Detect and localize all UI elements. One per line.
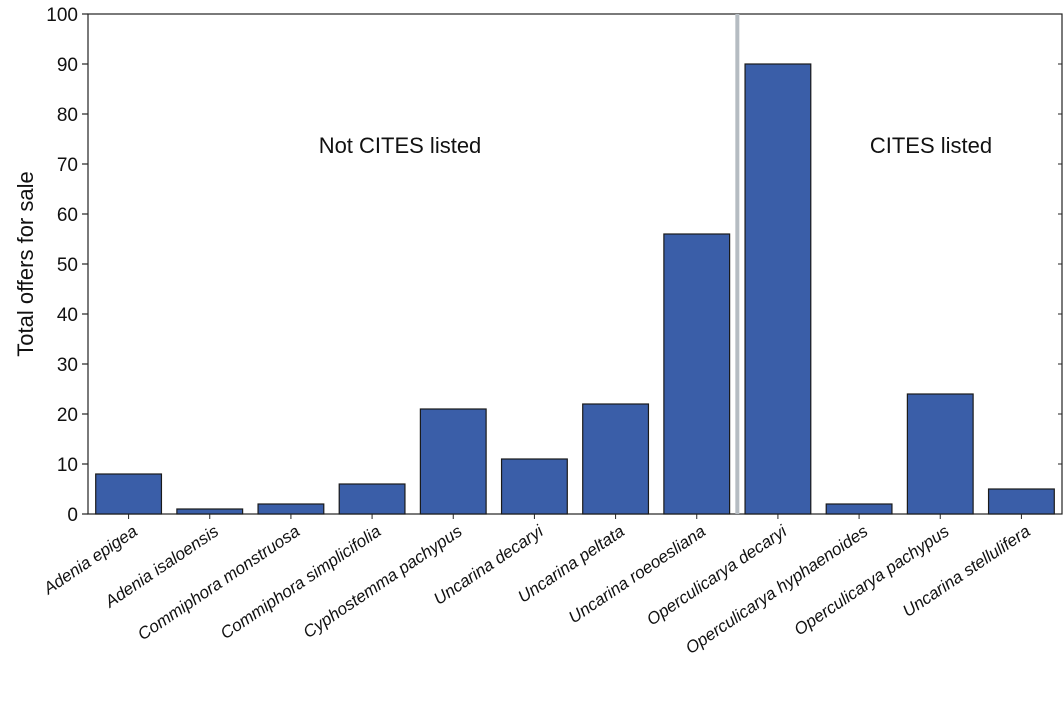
y-tick-label: 0 <box>67 505 78 526</box>
y-tick-label: 50 <box>57 255 78 276</box>
bar <box>500 458 568 515</box>
bar <box>419 408 487 515</box>
y-axis-title: Total offers for sale <box>13 171 38 356</box>
bar <box>95 473 163 515</box>
y-tick-label: 70 <box>57 155 78 176</box>
bar <box>906 393 974 515</box>
bar <box>825 503 893 515</box>
y-tick-label: 80 <box>57 105 78 126</box>
y-tick-label: 100 <box>46 5 78 26</box>
x-category-label: Cyphostemma pachypus <box>300 521 466 642</box>
bar <box>987 488 1055 515</box>
bar <box>176 508 244 515</box>
y-tick-label: 90 <box>57 55 78 76</box>
bar <box>744 63 812 515</box>
bar <box>257 503 325 515</box>
bar <box>338 483 406 515</box>
x-category-label: Uncarina roeoesliana <box>565 522 709 628</box>
y-tick-label: 30 <box>57 355 78 376</box>
y-tick-label: 10 <box>57 455 78 476</box>
x-category-label: Operculicarya pachypus <box>791 521 953 639</box>
bar <box>663 233 731 515</box>
x-category-label: Operculicarya decaryi <box>643 521 791 629</box>
group-label-cites: CITES listed <box>870 133 992 158</box>
bar <box>582 403 650 515</box>
y-tick-label: 60 <box>57 205 78 226</box>
group-label-not-cites: Not CITES listed <box>319 133 482 158</box>
y-tick-label: 20 <box>57 405 78 426</box>
y-tick-label: 40 <box>57 305 78 326</box>
